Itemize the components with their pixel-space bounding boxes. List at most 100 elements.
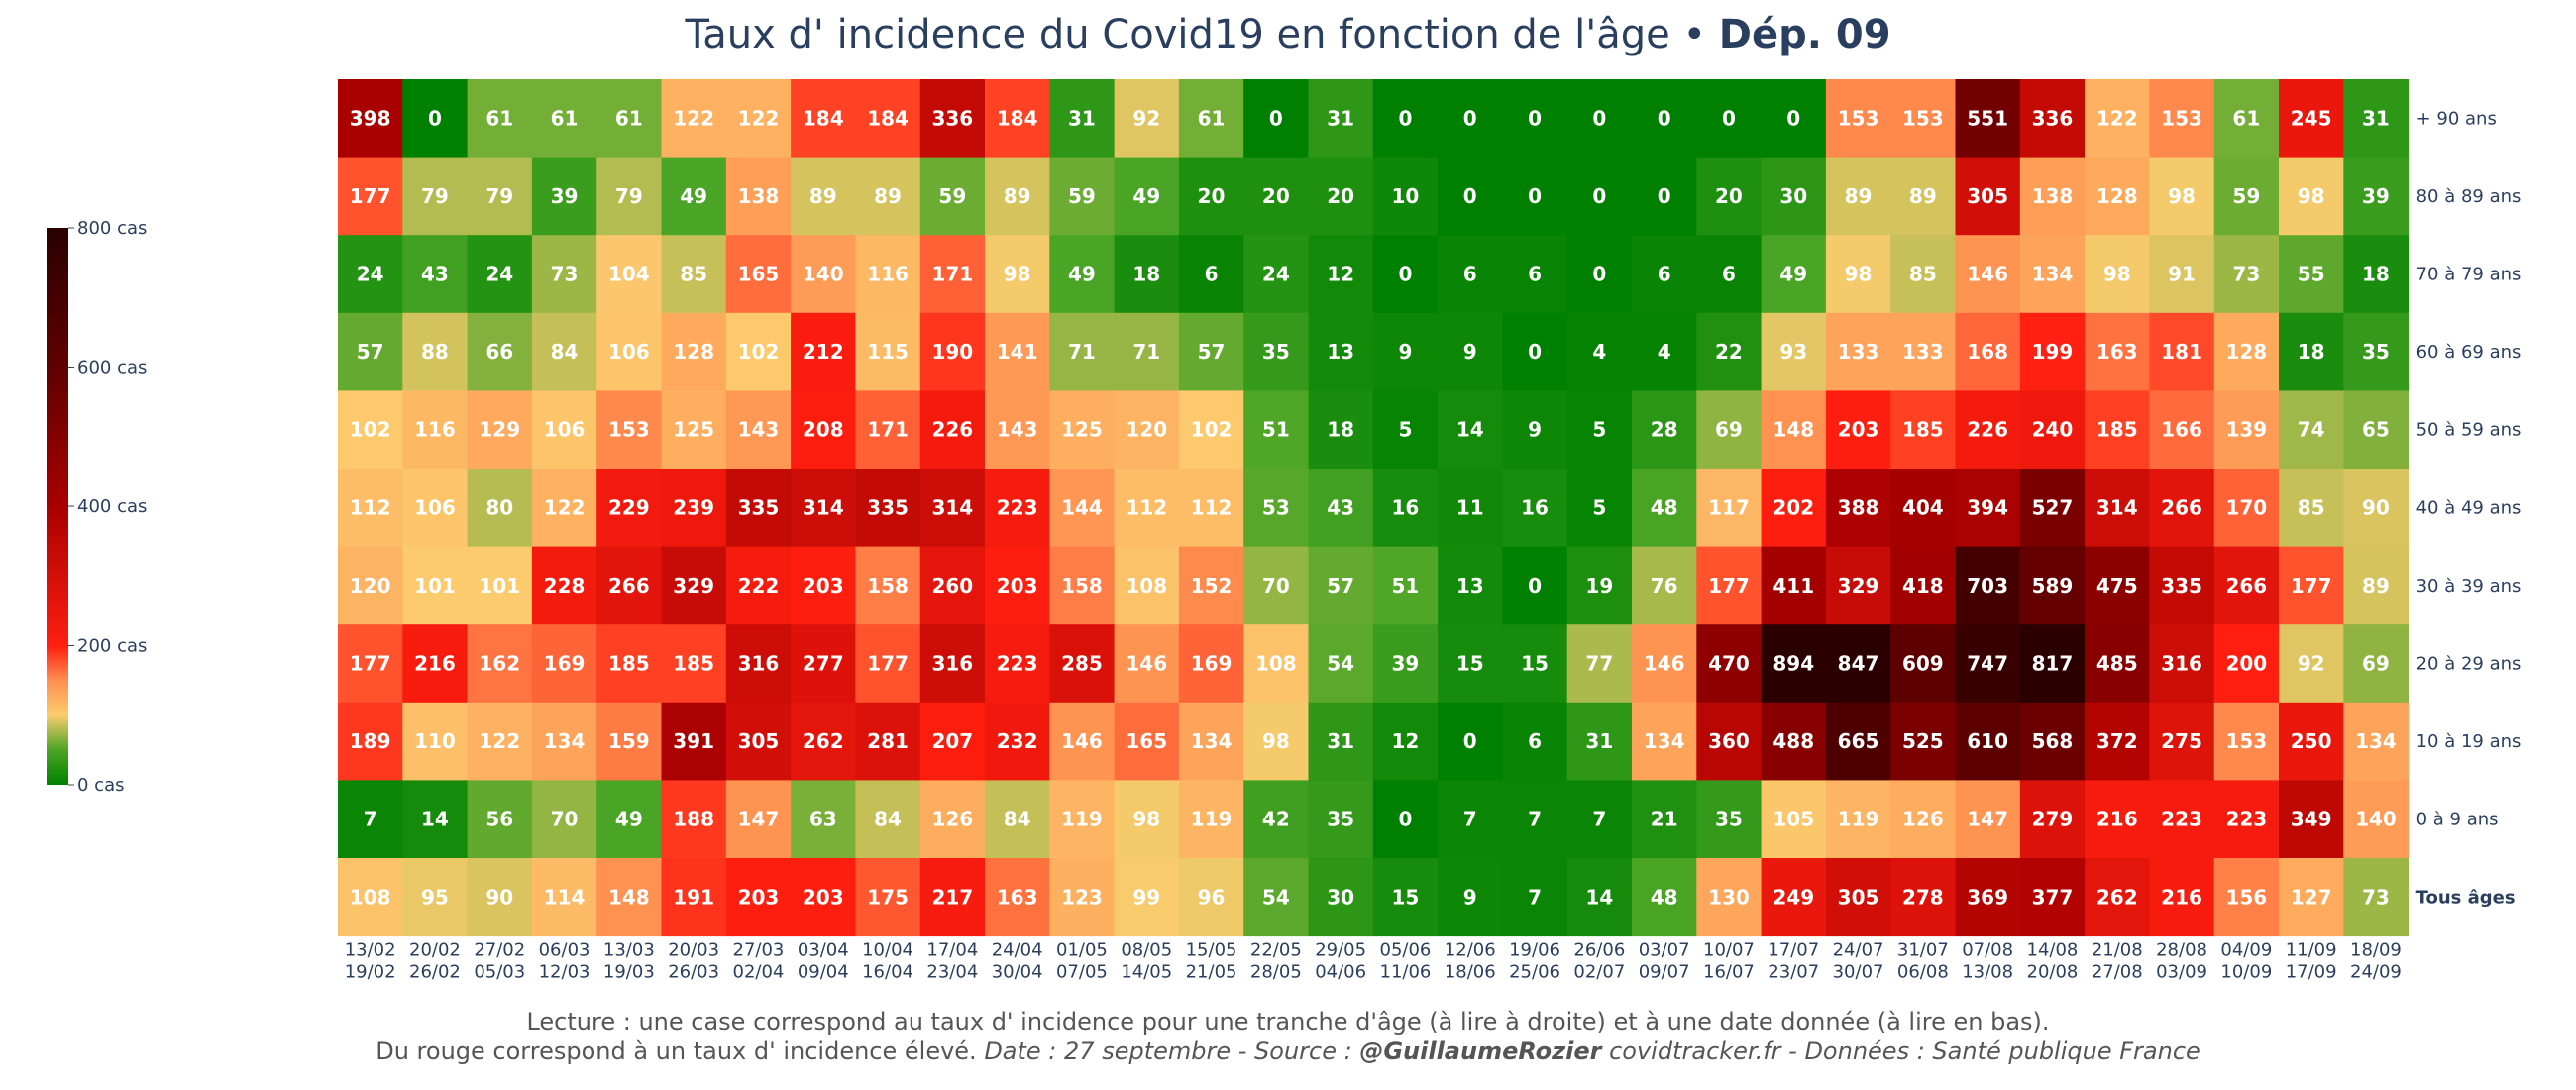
x-tick-label: 15/05: [1186, 940, 1237, 961]
heatmap-cell-value: 120: [350, 574, 391, 598]
x-tick-label: 13/02: [345, 940, 396, 961]
heatmap-cell-value: 85: [680, 263, 707, 286]
x-tick-label: 13/08: [1962, 962, 2013, 983]
heatmap-cell: [1632, 546, 1697, 625]
heatmap-cell-value: 122: [544, 495, 586, 519]
heatmap-cell-value: 170: [2225, 495, 2267, 519]
heatmap-cell: [2085, 469, 2150, 548]
heatmap-cell: [1178, 469, 1244, 548]
heatmap-cell-value: 57: [1327, 574, 1354, 598]
heatmap-cell-value: 53: [1262, 495, 1290, 519]
heatmap-cell: [2279, 702, 2344, 781]
heatmap-cell-value: 18: [2362, 263, 2390, 286]
heatmap-cell: [402, 780, 469, 859]
heatmap-cell: [2149, 469, 2215, 548]
heatmap-cell: [531, 858, 597, 937]
heatmap-cell-value: 527: [2032, 495, 2074, 519]
heatmap-cell: [1049, 312, 1116, 391]
heatmap-cell-value: 216: [414, 652, 456, 676]
heatmap-cell: [855, 235, 921, 314]
heatmap-cell-value: 119: [1191, 808, 1233, 831]
heatmap-cell: [338, 157, 403, 236]
heatmap-cell: [1632, 235, 1697, 314]
heatmap-cell-value: 6: [1463, 263, 1477, 286]
heatmap-cell-value: 98: [1845, 263, 1873, 286]
heatmap-cell-value: 146: [1061, 729, 1103, 753]
x-tick-label: 28/05: [1250, 962, 1302, 983]
heatmap-cell: [2213, 858, 2280, 937]
heatmap-cell: [1761, 312, 1827, 391]
heatmap-cell-value: 59: [938, 184, 966, 208]
heatmap-cell: [1890, 546, 1956, 625]
heatmap-cell: [1825, 702, 1891, 781]
heatmap-cell: [467, 702, 533, 781]
heatmap-cell: [2213, 624, 2280, 704]
heatmap-cell: [1049, 546, 1116, 625]
heatmap-cell-value: 98: [1132, 808, 1160, 831]
heatmap-cell: [855, 624, 921, 704]
heatmap-cell-value: 6: [1528, 729, 1542, 753]
heatmap-cell-value: 162: [479, 652, 520, 676]
heatmap-cell: [1114, 157, 1180, 236]
heatmap-cell: [1502, 546, 1568, 625]
heatmap-cell-value: 138: [2032, 184, 2074, 208]
heatmap-cell: [1243, 157, 1309, 236]
heatmap-cell-value: 93: [1779, 340, 1807, 364]
heatmap-cell: [1438, 79, 1503, 159]
heatmap-cell: [985, 858, 1050, 937]
heatmap-cell-value: 277: [803, 652, 844, 676]
heatmap-cell-value: 4: [1592, 340, 1606, 364]
heatmap-cell: [1372, 79, 1439, 159]
heatmap-cell: [919, 235, 986, 314]
heatmap-cell: [1178, 235, 1244, 314]
heatmap-cell: [1955, 79, 2021, 159]
heatmap-cell-value: 747: [1967, 652, 2008, 676]
heatmap-cell-value: 31: [2362, 106, 2390, 130]
heatmap-cell: [1308, 780, 1374, 859]
heatmap-cell-value: 125: [673, 418, 714, 442]
heatmap-cell-value: 74: [2298, 418, 2325, 442]
heatmap-cell: [2019, 546, 2086, 625]
heatmap-cell: [338, 546, 403, 625]
heatmap-cell-value: 0: [428, 106, 442, 130]
heatmap-cell: [2149, 858, 2215, 937]
heatmap-cell-value: 146: [1967, 263, 2008, 286]
heatmap-cell: [2149, 546, 2215, 625]
heatmap-cell-value: 153: [608, 418, 650, 442]
heatmap-cell-value: 49: [1068, 263, 1096, 286]
heatmap-cell-value: 7: [1592, 808, 1606, 831]
x-tick-label: 30/04: [992, 962, 1043, 983]
heatmap-cell-value: 73: [2232, 263, 2260, 286]
x-tick-label: 13/03: [603, 940, 655, 961]
heatmap-cell-value: 89: [2362, 574, 2390, 598]
heatmap-cell-value: 9: [1463, 340, 1477, 364]
heatmap-cell: [2279, 79, 2344, 159]
heatmap-cell: [791, 390, 856, 470]
heatmap-cell-value: 106: [414, 495, 456, 519]
heatmap-cell: [725, 780, 792, 859]
heatmap-cell: [2279, 546, 2344, 625]
heatmap-cell-value: 133: [1838, 340, 1879, 364]
heatmap-cell-value: 138: [738, 184, 780, 208]
heatmap-cell-value: 77: [1585, 652, 1613, 676]
heatmap-cell-value: 56: [485, 808, 513, 831]
heatmap-cell: [791, 780, 856, 859]
heatmap-cell: [402, 469, 469, 548]
heatmap-cell: [1502, 157, 1568, 236]
heatmap-cell: [855, 546, 921, 625]
heatmap-cell-value: 156: [2225, 885, 2267, 909]
heatmap-cell-value: 129: [479, 418, 520, 442]
heatmap-cell-value: 39: [2362, 184, 2390, 208]
heatmap-cell: [1825, 235, 1891, 314]
heatmap-cell: [2019, 469, 2086, 548]
heatmap-cell-value: 168: [1967, 340, 2008, 364]
heatmap-cell-value: 470: [1708, 652, 1750, 676]
heatmap-cell: [2279, 312, 2344, 391]
heatmap-cell-value: 30: [1779, 184, 1807, 208]
heatmap-cell: [1566, 390, 1633, 470]
heatmap-cell-value: 7: [364, 808, 377, 831]
heatmap-cell: [1696, 79, 1763, 159]
heatmap-cell: [1566, 235, 1633, 314]
heatmap-cell: [2343, 312, 2410, 391]
heatmap-cell: [1761, 780, 1827, 859]
